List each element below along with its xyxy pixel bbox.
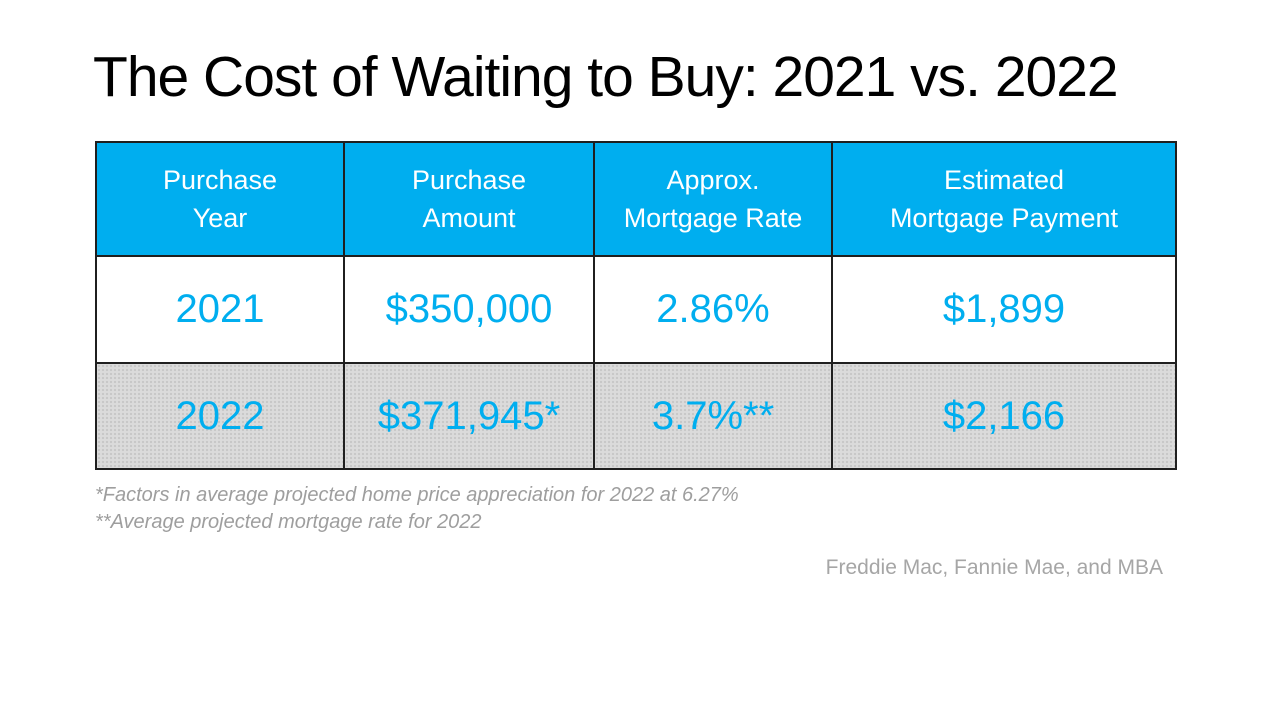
header-line: Purchase — [411, 165, 527, 195]
column-header-purchase-year: Purchase Year — [95, 141, 345, 257]
table-row-2021: 2021 $350,000 2.86% $1,899 — [95, 255, 1177, 364]
table-row-2022: 2022 $371,945* 3.7%** $2,166 — [95, 362, 1177, 470]
slide-title: The Cost of Waiting to Buy: 2021 vs. 202… — [93, 45, 1119, 109]
cell-mortgage-rate-2022: 3.7%** — [593, 362, 833, 470]
header-line: Year — [192, 203, 248, 233]
cell-purchase-amount-2021: $350,000 — [343, 255, 595, 364]
table-header-row: Purchase Year Purchase Amount Approx. Mo… — [95, 141, 1177, 257]
header-line: Mortgage Rate — [623, 203, 803, 233]
header-line: Mortgage Payment — [889, 203, 1119, 233]
header-line: Amount — [422, 203, 516, 233]
header-line: Purchase — [162, 165, 278, 195]
cell-mortgage-payment-2021: $1,899 — [831, 255, 1177, 364]
column-header-mortgage-rate: Approx. Mortgage Rate — [593, 141, 833, 257]
cell-purchase-year-2021: 2021 — [95, 255, 345, 364]
footnote-appreciation: *Factors in average projected home price… — [95, 484, 739, 506]
cell-purchase-year-2022: 2022 — [95, 362, 345, 470]
cell-mortgage-payment-2022: $2,166 — [831, 362, 1177, 470]
cell-mortgage-rate-2021: 2.86% — [593, 255, 833, 364]
footnote-mortgage-rate: **Average projected mortgage rate for 20… — [95, 511, 482, 533]
column-header-mortgage-payment: Estimated Mortgage Payment — [831, 141, 1177, 257]
source-attribution: Freddie Mac, Fannie Mae, and MBA — [825, 556, 1163, 579]
cost-comparison-table: Purchase Year Purchase Amount Approx. Mo… — [95, 141, 1177, 470]
header-line: Approx. — [666, 165, 760, 195]
footnotes-block: *Factors in average projected home price… — [95, 482, 739, 536]
header-line: Estimated — [943, 165, 1065, 195]
table-header-row: Purchase Year Purchase Amount Approx. Mo… — [95, 141, 1177, 257]
cell-purchase-amount-2022: $371,945* — [343, 362, 595, 470]
column-header-purchase-amount: Purchase Amount — [343, 141, 595, 257]
